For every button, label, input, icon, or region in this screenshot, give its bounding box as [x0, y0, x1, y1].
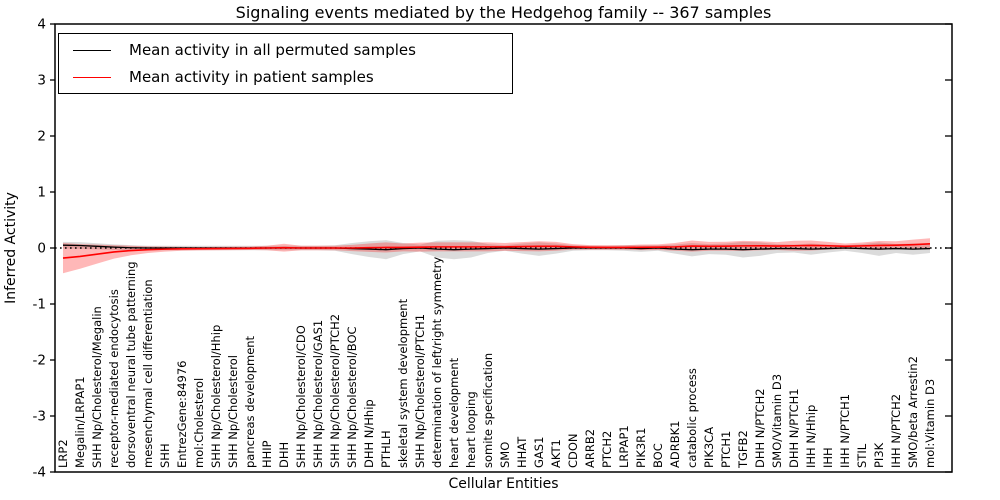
x-tick-label: PTHLH: [379, 430, 393, 468]
y-tick-label: -2: [33, 353, 46, 369]
x-tick-label: mol:Cholesterol: [192, 378, 206, 468]
legend-item-permuted: Mean activity in all permuted samples: [73, 37, 512, 63]
y-tick-label: -4: [33, 465, 46, 481]
x-tick-label: PI3K: [872, 442, 886, 468]
x-tick-label: heart development: [447, 357, 461, 468]
x-tick-label: catabolic process: [685, 368, 699, 468]
x-tick-label: SHH Np/Cholesterol: [226, 355, 240, 468]
x-tick-label: BOC: [651, 443, 665, 468]
x-tick-label: HHAT: [515, 436, 529, 468]
x-tick-label: HHIP: [260, 440, 274, 468]
x-tick-label: LRP2: [56, 439, 70, 468]
x-tick-label: PIK3R1: [634, 428, 648, 469]
x-tick-label: mesenchymal cell differentiation: [141, 279, 155, 468]
y-tick-label: -1: [33, 297, 46, 313]
x-tick-label: IHH N/PTCH2: [889, 394, 903, 468]
legend-item-patient: Mean activity in patient samples: [73, 64, 512, 90]
x-tick-label: ADRBK1: [668, 421, 682, 468]
x-tick-label: IHH N/PTCH1: [838, 394, 852, 468]
x-tick-label: SHH Np/Cholesterol/PTCH1: [413, 314, 427, 468]
black-line-swatch: [73, 49, 111, 51]
y-tick-label: 2: [37, 129, 46, 145]
x-tick-label: determination of left/right symmetry: [430, 257, 444, 468]
x-axis-label: Cellular Entities: [448, 476, 559, 492]
x-tick-label: SHH Np/Cholesterol/PTCH2: [328, 314, 342, 468]
x-tick-label: heart looping: [464, 391, 478, 468]
x-tick-label: receptor-mediated endocytosis: [107, 289, 121, 468]
y-tick-label: 4: [37, 17, 46, 33]
y-axis-label: Inferred Activity: [3, 192, 19, 304]
x-tick-label: IHH: [821, 447, 835, 468]
x-tick-label: PIK3CA: [702, 427, 716, 468]
y-tick-label: 0: [37, 241, 46, 257]
x-tick-label: SMO/beta Arrestin2: [906, 356, 920, 468]
x-tick-label: EntrezGene:84976: [175, 361, 189, 468]
x-tick-label: SHH Np/Cholesterol/Megalin: [90, 306, 104, 468]
x-tick-label: PTCH1: [719, 431, 733, 468]
x-tick-label: STIL: [855, 443, 869, 468]
x-tick-label: TGFB2: [736, 430, 750, 469]
x-tick-label: SHH Np/Cholesterol/BOC: [345, 326, 359, 468]
legend-label: Mean activity in all permuted samples: [129, 41, 416, 59]
x-tick-label: SHH Np/Cholesterol/GAS1: [311, 320, 325, 468]
x-tick-label: IHH N/Hhip: [804, 405, 818, 468]
x-tick-label: dorsoventral neural tube patterning: [124, 261, 138, 468]
x-tick-label: pancreas development: [243, 335, 257, 468]
x-tick-label: LRPAP1: [617, 425, 631, 468]
y-tick-label: 1: [37, 185, 46, 201]
x-tick-label: DHH: [277, 442, 291, 468]
legend: Mean activity in all permuted samples Me…: [58, 33, 513, 94]
x-tick-label: DHH N/Hhip: [362, 399, 376, 468]
legend-label: Mean activity in patient samples: [129, 68, 374, 86]
x-tick-label: CDON: [566, 433, 580, 468]
x-tick-label: somite specification: [481, 353, 495, 468]
x-tick-label: DHH N/PTCH2: [753, 388, 767, 468]
x-tick-label: ARRB2: [583, 429, 597, 468]
x-tick-label: DHH N/PTCH1: [787, 388, 801, 468]
x-tick-label: PTCH2: [600, 431, 614, 468]
x-tick-label: Megalin/LRPAP1: [73, 376, 87, 468]
x-tick-label: mol:Vitamin D3: [923, 379, 937, 468]
x-tick-label: skeletal system development: [396, 298, 410, 468]
x-tick-label: SHH: [158, 443, 172, 468]
x-tick-label: SHH Np/Cholesterol/CDO: [294, 325, 308, 468]
chart-title: Signaling events mediated by the Hedgeho…: [235, 3, 772, 22]
y-tick-label: -3: [33, 409, 46, 425]
x-tick-label: SMO/Vitamin D3: [770, 374, 784, 468]
red-line-swatch: [73, 76, 111, 78]
x-tick-label: GAS1: [532, 437, 546, 468]
y-tick-label: 3: [37, 73, 46, 89]
patient-mean-line: [62, 243, 931, 259]
std-band: [63, 238, 930, 274]
x-tick-label: AKT1: [549, 439, 563, 468]
x-tick-label: SMO: [498, 442, 512, 468]
std-band: [63, 240, 930, 260]
x-tick-label: SHH Np/Cholesterol/Hhip: [209, 325, 223, 468]
